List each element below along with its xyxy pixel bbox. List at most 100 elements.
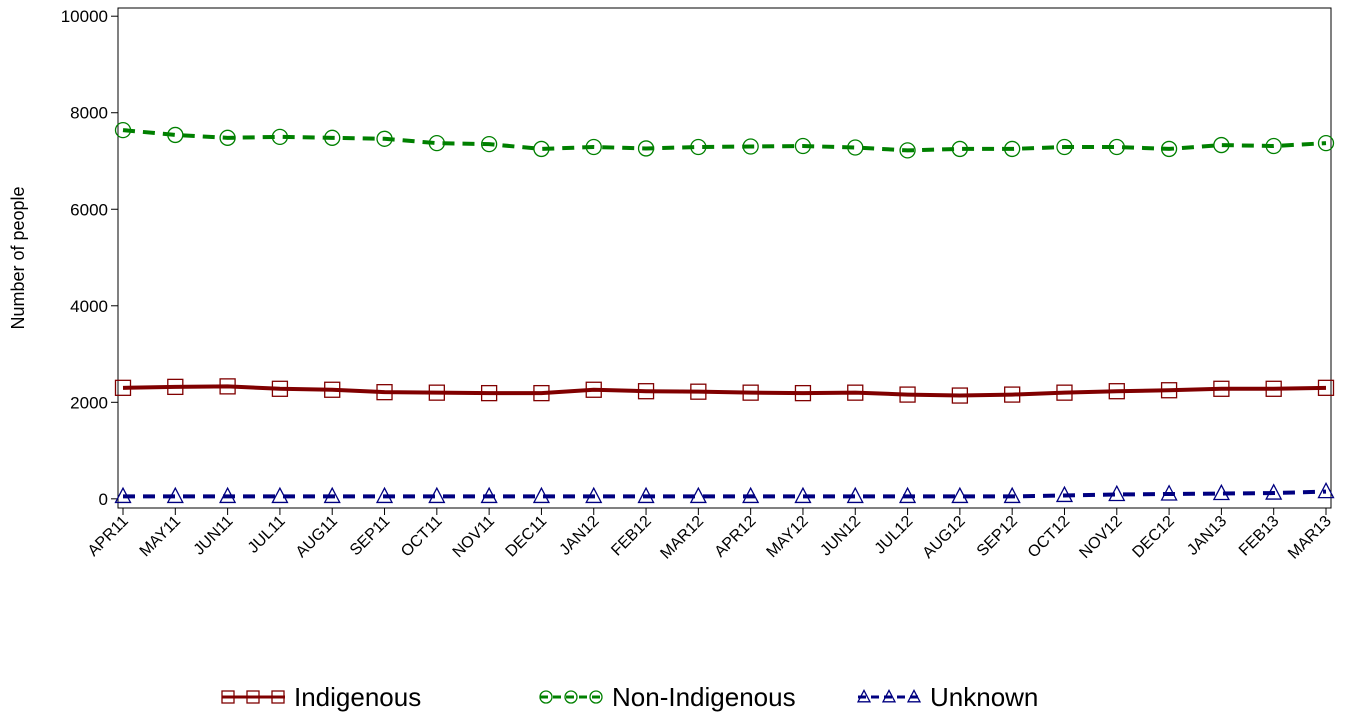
marker xyxy=(219,378,236,395)
marker xyxy=(428,486,446,504)
marker xyxy=(951,486,969,504)
marker xyxy=(589,690,603,704)
series-line xyxy=(123,489,1327,499)
legend-item: Indigenous xyxy=(221,682,421,712)
legend-item: Unknown xyxy=(856,682,1038,712)
marker xyxy=(637,383,655,400)
marker xyxy=(881,689,897,703)
marker xyxy=(1317,134,1335,152)
marker xyxy=(1212,483,1230,501)
marker xyxy=(376,130,393,147)
marker xyxy=(794,137,812,155)
marker xyxy=(951,387,969,404)
marker xyxy=(906,689,922,703)
marker xyxy=(1108,484,1126,502)
marker xyxy=(1265,137,1282,155)
marker xyxy=(585,486,603,504)
marker xyxy=(167,378,184,396)
marker xyxy=(324,381,341,398)
marker xyxy=(1004,140,1021,158)
marker xyxy=(114,379,132,396)
y-axis-label: Number of people xyxy=(8,186,28,329)
marker xyxy=(1317,481,1335,499)
marker xyxy=(637,140,655,157)
y-tick-label: 8000 xyxy=(70,104,108,123)
marker xyxy=(324,129,341,146)
marker xyxy=(951,140,969,158)
marker xyxy=(1160,382,1178,399)
marker xyxy=(856,689,872,703)
marker xyxy=(899,142,916,159)
marker xyxy=(375,486,394,504)
marker xyxy=(1213,380,1230,397)
marker xyxy=(428,134,445,152)
marker xyxy=(846,486,864,504)
marker xyxy=(1108,383,1125,400)
marker xyxy=(742,486,760,504)
series-line xyxy=(122,128,1327,153)
marker xyxy=(564,690,578,704)
marker xyxy=(219,129,236,146)
marker xyxy=(1160,484,1178,501)
y-tick-label: 10000 xyxy=(61,7,108,26)
marker xyxy=(532,486,551,504)
marker xyxy=(1055,485,1074,503)
marker xyxy=(376,384,393,401)
marker xyxy=(533,140,550,158)
marker xyxy=(166,486,184,504)
y-tick-label: 0 xyxy=(99,490,108,509)
y-tick-label: 6000 xyxy=(70,200,108,219)
y-tick-label: 4000 xyxy=(70,297,108,316)
marker xyxy=(1056,384,1073,401)
marker xyxy=(1160,140,1178,158)
marker xyxy=(271,486,289,504)
marker xyxy=(533,384,550,402)
marker xyxy=(585,138,602,156)
marker xyxy=(847,139,864,156)
marker xyxy=(539,690,553,704)
marker xyxy=(1056,138,1073,156)
marker xyxy=(690,138,707,156)
marker xyxy=(742,138,759,155)
marker xyxy=(637,486,655,504)
marker xyxy=(114,121,132,139)
marker xyxy=(689,486,707,504)
marker xyxy=(271,128,289,146)
marker xyxy=(794,384,812,402)
marker xyxy=(167,126,184,144)
marker xyxy=(1003,486,1021,504)
marker xyxy=(323,486,341,504)
marker xyxy=(219,486,237,504)
y-tick-label: 2000 xyxy=(70,393,108,412)
marker xyxy=(480,384,498,402)
plot-frame xyxy=(117,7,1332,509)
marker xyxy=(246,690,260,704)
legend-label: Unknown xyxy=(930,682,1038,712)
marker xyxy=(271,380,289,397)
marker xyxy=(221,690,235,704)
marker xyxy=(1004,386,1021,403)
marker xyxy=(585,381,602,398)
marker xyxy=(1265,483,1283,500)
marker xyxy=(690,383,707,400)
marker xyxy=(742,384,759,401)
marker xyxy=(480,135,498,153)
marker xyxy=(428,384,445,401)
marker xyxy=(1317,379,1335,396)
marker xyxy=(899,386,916,403)
marker xyxy=(847,384,864,401)
marker xyxy=(1108,138,1125,156)
legend-label: Non-Indigenous xyxy=(612,682,796,712)
marker xyxy=(480,486,498,504)
marker xyxy=(794,486,812,504)
marker xyxy=(1213,136,1230,154)
legend-item: Non-Indigenous xyxy=(539,682,796,712)
marker xyxy=(1265,380,1282,397)
marker xyxy=(271,690,285,704)
series-line xyxy=(122,384,1327,398)
marker xyxy=(114,486,132,504)
marker xyxy=(898,486,917,504)
legend-label: Indigenous xyxy=(294,682,421,712)
